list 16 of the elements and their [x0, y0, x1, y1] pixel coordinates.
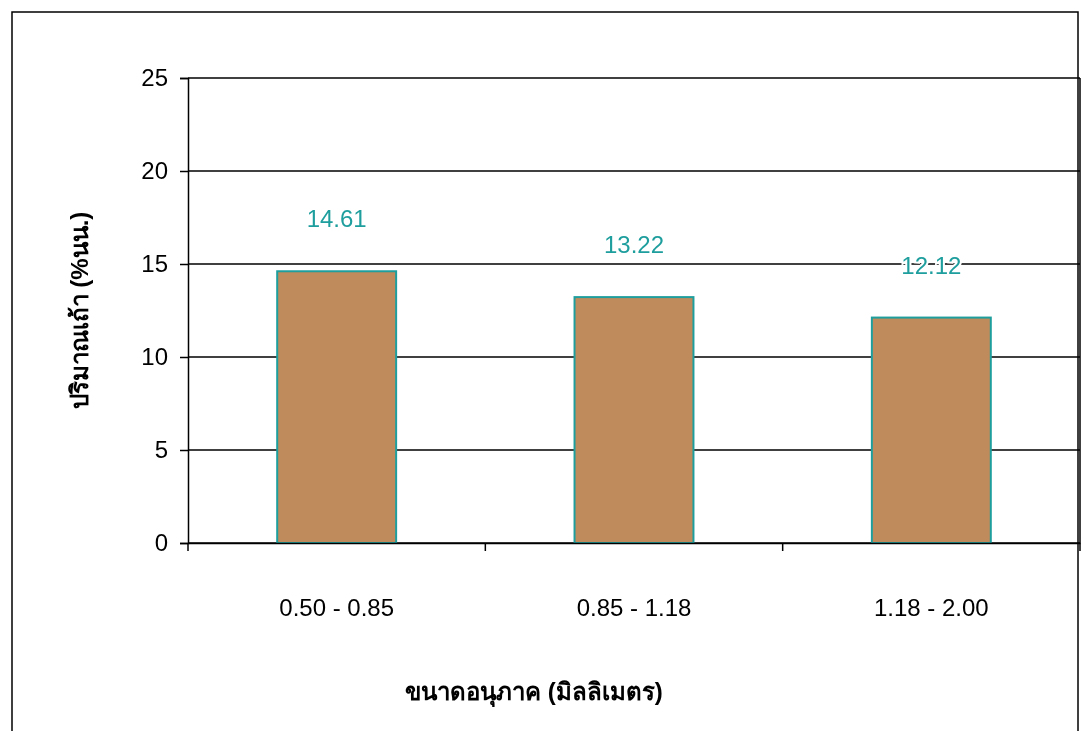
x-tick-label: 0.85 - 1.18: [576, 594, 692, 622]
bar: [573, 296, 695, 544]
bar: [276, 270, 398, 544]
y-tick-label: 10: [141, 343, 168, 371]
y-tick-label: 20: [141, 157, 168, 185]
y-tick-label: 25: [141, 64, 168, 92]
data-label: 14.61: [306, 205, 367, 233]
x-tick-label: 0.50 - 0.85: [279, 594, 395, 622]
y-tick-label: 15: [141, 250, 168, 278]
data-label: 13.22: [603, 231, 665, 259]
x-axis-title: ขนาดอนุภาค (มิลลิเมตร): [405, 678, 663, 708]
y-tick-label: 0: [154, 529, 168, 557]
y-tick-label: 5: [154, 436, 168, 464]
bar: [870, 316, 992, 544]
x-tick-label: 1.18 - 2.00: [873, 594, 989, 622]
y-axis-title: ปริมาณเถ้า (%นน.): [66, 211, 93, 410]
